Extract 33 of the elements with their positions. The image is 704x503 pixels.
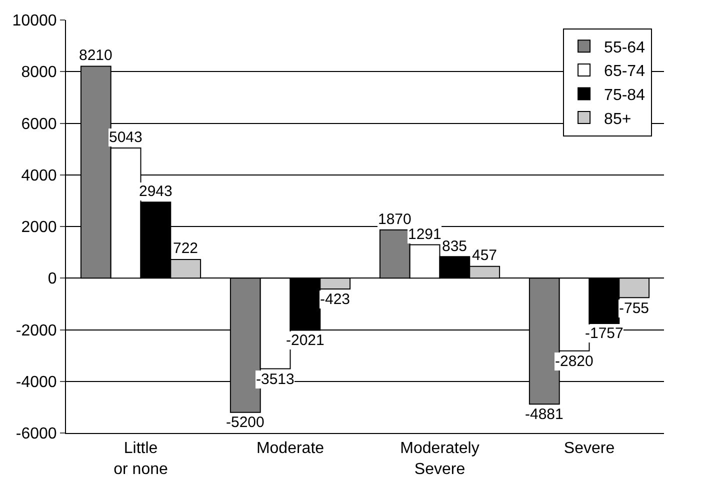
data-label: 2943 bbox=[139, 183, 172, 200]
data-label: -423 bbox=[320, 291, 350, 308]
legend-label: 75-84 bbox=[604, 87, 646, 104]
y-tick-label: -6000 bbox=[16, 426, 57, 443]
x-tick-label: Little or none bbox=[114, 440, 168, 478]
data-label: -5200 bbox=[226, 414, 264, 431]
legend-label: 85+ bbox=[604, 110, 632, 128]
legend-label: 65-74 bbox=[604, 63, 646, 80]
y-tick-label: 0 bbox=[48, 270, 57, 288]
data-label: 457 bbox=[472, 247, 498, 264]
y-tick-label: 2000 bbox=[21, 219, 57, 236]
x-tick-label: Moderate bbox=[256, 440, 324, 458]
y-tick-label: -4000 bbox=[16, 374, 57, 391]
data-label: 1870 bbox=[378, 211, 412, 228]
y-tick-label: 8000 bbox=[21, 64, 57, 82]
x-tick-label: Moderately Severe bbox=[400, 440, 480, 478]
y-tick-label: 4000 bbox=[21, 167, 57, 184]
data-label: -3513 bbox=[256, 371, 294, 388]
data-label: -2021 bbox=[286, 332, 324, 349]
data-label: -1757 bbox=[585, 325, 624, 342]
data-label: -2820 bbox=[555, 353, 594, 370]
x-tick-label: Severe bbox=[564, 440, 615, 458]
data-label: 8210 bbox=[79, 47, 112, 64]
data-label: 5043 bbox=[109, 129, 142, 146]
data-label: 1291 bbox=[408, 226, 442, 243]
data-label: -4881 bbox=[525, 406, 564, 423]
y-tick-label: 6000 bbox=[21, 116, 57, 133]
legend-label: 55-64 bbox=[604, 39, 646, 56]
data-label: 835 bbox=[442, 238, 468, 255]
data-label: 722 bbox=[173, 240, 198, 257]
y-tick-label: -2000 bbox=[16, 322, 57, 340]
data-label: -755 bbox=[619, 300, 650, 317]
y-tick-label: 10000 bbox=[12, 12, 57, 30]
